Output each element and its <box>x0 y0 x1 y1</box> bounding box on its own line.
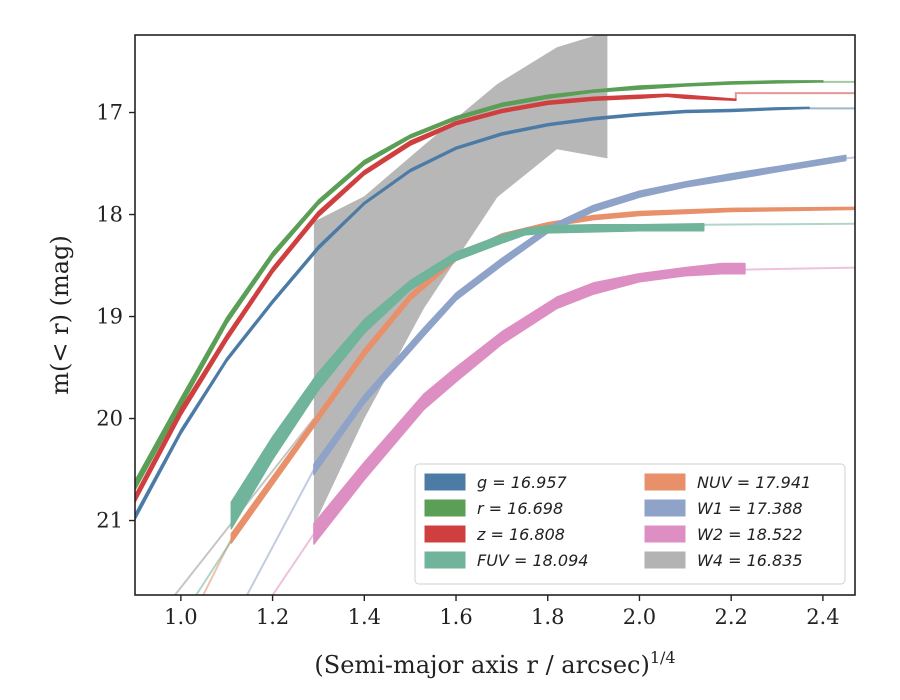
series-w1-extrapolation-inner <box>245 469 315 595</box>
series-r-group <box>135 80 855 491</box>
legend-item-z: z = 16.808 <box>424 525 565 544</box>
y-tick-label-0: 17 <box>96 101 123 125</box>
series-w2-band <box>313 262 746 545</box>
legend-box <box>414 463 846 585</box>
series-z-extrapolation-outer <box>734 92 855 100</box>
series-r-band <box>135 80 824 491</box>
series-z-band <box>135 93 737 503</box>
legend-item-g: g = 16.957 <box>424 473 568 492</box>
series-fuv-extrapolation-inner <box>194 540 233 595</box>
legend-item-w2-label: W2 = 18.522 <box>697 525 803 544</box>
legend: g = 16.957 r = 16.698 z = 16.808 FUV = 18.0… <box>414 463 846 585</box>
y-tick-label-3: 20 <box>96 407 123 431</box>
series-g-group <box>135 106 855 521</box>
series-nuv-band <box>230 206 855 544</box>
series-w1-band <box>313 154 847 476</box>
series-w4-envelope <box>313 35 608 526</box>
x-tick-label-7: 2.4 <box>806 605 839 629</box>
legend-item-w1: W1 = 17.388 <box>644 499 803 518</box>
series-g-band <box>135 106 810 521</box>
x-tick-label-0: 1.0 <box>164 605 197 629</box>
x-tick-label-3: 1.6 <box>439 605 472 629</box>
axes: 1.0 1.2 1.4 1.6 1.8 2.0 2.2 2.4 17 18 19 20 21 (Semi-… <box>46 34 856 679</box>
plot-area <box>135 35 855 595</box>
x-tick-label-4: 1.8 <box>531 605 564 629</box>
x-axis-label-superscript: 1/4 <box>650 648 676 667</box>
legend-item-w1-label: W1 = 17.388 <box>697 499 803 518</box>
legend-item-r: r = 16.698 <box>424 499 563 518</box>
series-fuv-band <box>230 222 705 530</box>
x-axis-label: (Semi-major axis r / arcsec)1/4 <box>314 648 675 679</box>
x-axis-label-text: (Semi-major axis r / arcsec) <box>314 651 649 679</box>
series-g-extrapolation-outer <box>808 107 855 110</box>
legend-item-g-label: g = 16.957 <box>477 473 568 492</box>
legend-item-w4: W4 = 16.835 <box>644 551 803 570</box>
legend-item-w1-swatch <box>644 499 686 517</box>
x-tick-label-2: 1.4 <box>348 605 381 629</box>
legend-item-nuv: NUV = 17.941 <box>644 473 811 492</box>
legend-item-nuv-label: NUV = 17.941 <box>697 473 811 492</box>
legend-item-r-label: r = 16.698 <box>477 499 563 518</box>
legend-item-w2: W2 = 18.522 <box>644 525 803 544</box>
x-tick-label-1: 1.2 <box>256 605 289 629</box>
legend-item-w2-swatch <box>644 525 686 543</box>
series-fuv-extrapolation-outer <box>702 222 855 228</box>
y-tick-label-2: 19 <box>96 305 123 329</box>
series-w2-extrapolation-inner <box>271 533 315 595</box>
y-axis-label: m(< r) (mag) <box>46 235 74 394</box>
y-tick-label-1: 18 <box>96 203 123 227</box>
legend-item-fuv-label: FUV = 18.094 <box>477 551 588 570</box>
x-tick-label-6: 2.2 <box>714 605 747 629</box>
legend-item-g-swatch <box>424 473 466 491</box>
series-w2-group <box>271 262 855 595</box>
x-tick-label-5: 2.0 <box>623 605 656 629</box>
series-w2-extrapolation-outer <box>743 266 855 271</box>
axes-frame <box>134 34 856 596</box>
legend-item-nuv-swatch <box>644 473 686 491</box>
legend-item-w4-swatch <box>644 551 686 569</box>
y-tick-label-4: 21 <box>96 509 123 533</box>
legend-item-w4-label: W4 = 16.835 <box>697 551 803 570</box>
series-r-extrapolation-outer <box>821 80 855 83</box>
legend-item-z-swatch <box>424 525 466 543</box>
series-w1-group <box>245 154 855 595</box>
legend-item-fuv-swatch <box>424 551 466 569</box>
series-z-group <box>135 92 855 503</box>
legend-item-r-swatch <box>424 499 466 517</box>
series-w1-extrapolation-outer <box>844 156 855 160</box>
series-fuv-group <box>194 222 855 595</box>
legend-item-z-label: z = 16.808 <box>476 525 565 544</box>
legend-item-fuv: FUV = 18.094 <box>424 551 588 570</box>
